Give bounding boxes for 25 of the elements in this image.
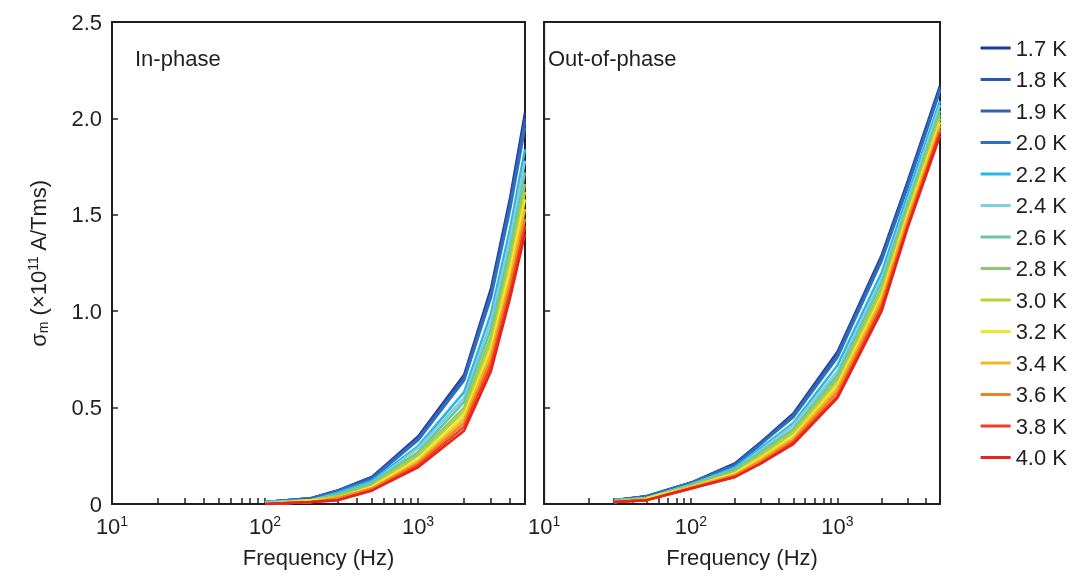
text: Out-of-phase — [548, 45, 677, 71]
legend-label: 3.0 K — [1015, 287, 1068, 313]
x-axis-title: Frequency (Hz) — [666, 544, 818, 570]
legend-label: 3.6 K — [1015, 382, 1068, 407]
legend-label: 2.0 K — [1015, 130, 1068, 155]
legend-label: 2.8 K — [1015, 256, 1068, 281]
y-tick-label: 1.5 — [71, 202, 102, 228]
y-tick-label: 2.5 — [71, 9, 102, 35]
x-axis-title: Frequency (Hz) — [242, 544, 395, 570]
legend-label: 2.4 K — [1015, 193, 1068, 218]
legend-label: 3.2 K — [1015, 319, 1068, 344]
y-axis-title: σm (×1011 A/Tms) — [25, 179, 51, 347]
y-tick-label: 2.0 — [71, 105, 102, 131]
y-tick-label: 0.5 — [71, 395, 102, 421]
legend-label: 1.8 K — [1015, 67, 1068, 92]
legend-label: 1.9 K — [1015, 98, 1068, 124]
legend-label: 3.8 K — [1015, 413, 1068, 439]
y-tick-label: 0 — [89, 491, 102, 517]
legend-label: 2.6 K — [1015, 224, 1068, 250]
legend-label: 2.2 K — [1015, 161, 1068, 187]
y-tick-label: 1.0 — [71, 298, 102, 324]
legend-label: 3.4 K — [1015, 350, 1068, 376]
legend-label: 4.0 K — [1015, 445, 1068, 470]
legend-label: 1.7 K — [1015, 35, 1068, 61]
text: In-phase — [135, 45, 221, 71]
